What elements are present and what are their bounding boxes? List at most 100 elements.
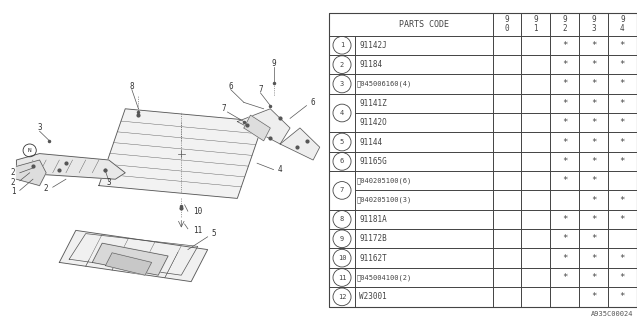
Text: 91165G: 91165G	[359, 157, 387, 166]
Bar	[493, 287, 522, 307]
Text: 91181A: 91181A	[359, 215, 387, 224]
Bar	[522, 248, 550, 268]
Text: *: *	[591, 138, 596, 147]
Bar	[550, 190, 579, 210]
Bar	[355, 268, 493, 287]
Text: 5: 5	[212, 229, 216, 238]
Text: Ⓢ045006160(4): Ⓢ045006160(4)	[357, 81, 412, 87]
Bar	[493, 113, 522, 132]
Bar	[579, 268, 608, 287]
Polygon shape	[92, 243, 168, 275]
Bar	[493, 152, 522, 171]
Bar	[608, 12, 637, 36]
Bar	[522, 190, 550, 210]
Bar	[355, 287, 493, 307]
Text: 7: 7	[222, 104, 227, 113]
Text: 8: 8	[129, 82, 134, 91]
Text: 7: 7	[258, 85, 262, 94]
Polygon shape	[237, 109, 290, 144]
Text: *: *	[562, 234, 567, 243]
Bar	[522, 113, 550, 132]
Bar	[522, 229, 550, 248]
Text: 91172B: 91172B	[359, 234, 387, 243]
Bar	[550, 268, 579, 287]
Text: 4: 4	[278, 165, 282, 174]
Text: 6: 6	[311, 98, 316, 107]
Text: *: *	[562, 273, 567, 282]
Text: 1: 1	[11, 188, 15, 196]
Bar	[355, 55, 493, 74]
Bar	[330, 248, 355, 268]
Text: 9
3: 9 3	[591, 15, 596, 33]
Bar	[355, 190, 493, 210]
Text: *: *	[591, 234, 596, 243]
Text: 12: 12	[338, 294, 346, 300]
Bar	[522, 36, 550, 55]
Bar	[522, 210, 550, 229]
Bar	[608, 229, 637, 248]
Text: 8: 8	[340, 216, 344, 222]
Bar	[579, 94, 608, 113]
Text: *: *	[620, 215, 625, 224]
Bar	[355, 229, 493, 248]
Bar	[522, 55, 550, 74]
Bar	[522, 268, 550, 287]
Text: 3: 3	[37, 124, 42, 132]
Bar	[522, 152, 550, 171]
Text: *: *	[562, 254, 567, 263]
Bar	[579, 248, 608, 268]
Bar	[493, 190, 522, 210]
Bar	[608, 132, 637, 152]
Text: *: *	[620, 273, 625, 282]
Bar	[579, 229, 608, 248]
Bar	[493, 229, 522, 248]
Polygon shape	[17, 154, 125, 179]
Bar	[608, 152, 637, 171]
Text: *: *	[591, 254, 596, 263]
Text: *: *	[591, 41, 596, 50]
Bar	[608, 287, 637, 307]
Bar	[330, 94, 355, 132]
Text: 6: 6	[340, 158, 344, 164]
Bar	[330, 210, 355, 229]
Bar	[330, 287, 355, 307]
Bar	[522, 132, 550, 152]
Polygon shape	[17, 160, 46, 186]
Text: *: *	[591, 157, 596, 166]
Text: Ⓢ040205100(3): Ⓢ040205100(3)	[357, 197, 412, 204]
Text: *: *	[562, 138, 567, 147]
Text: *: *	[562, 157, 567, 166]
Bar	[330, 268, 355, 287]
Bar	[355, 132, 493, 152]
Bar	[330, 74, 355, 94]
Bar	[355, 210, 493, 229]
Bar	[550, 12, 579, 36]
Text: 91141Z: 91141Z	[359, 99, 387, 108]
Bar	[550, 210, 579, 229]
Text: 10: 10	[338, 255, 346, 261]
Text: 9
4: 9 4	[620, 15, 625, 33]
Text: *: *	[620, 254, 625, 263]
Bar	[355, 113, 493, 132]
Text: *: *	[591, 99, 596, 108]
Bar	[522, 12, 550, 36]
Bar	[522, 94, 550, 113]
Text: *: *	[591, 292, 596, 301]
Bar	[550, 94, 579, 113]
Bar	[579, 12, 608, 36]
Bar	[550, 74, 579, 94]
Text: 91142J: 91142J	[359, 41, 387, 50]
Bar	[330, 132, 355, 152]
Bar	[493, 268, 522, 287]
Text: 9
2: 9 2	[563, 15, 567, 33]
Text: *: *	[620, 196, 625, 204]
Bar	[355, 36, 493, 55]
Text: *: *	[620, 41, 625, 50]
Bar	[330, 55, 355, 74]
Text: *: *	[562, 41, 567, 50]
Bar	[330, 152, 355, 171]
Bar	[579, 55, 608, 74]
Bar	[608, 268, 637, 287]
Bar	[522, 171, 550, 190]
Text: 91142O: 91142O	[359, 118, 387, 127]
